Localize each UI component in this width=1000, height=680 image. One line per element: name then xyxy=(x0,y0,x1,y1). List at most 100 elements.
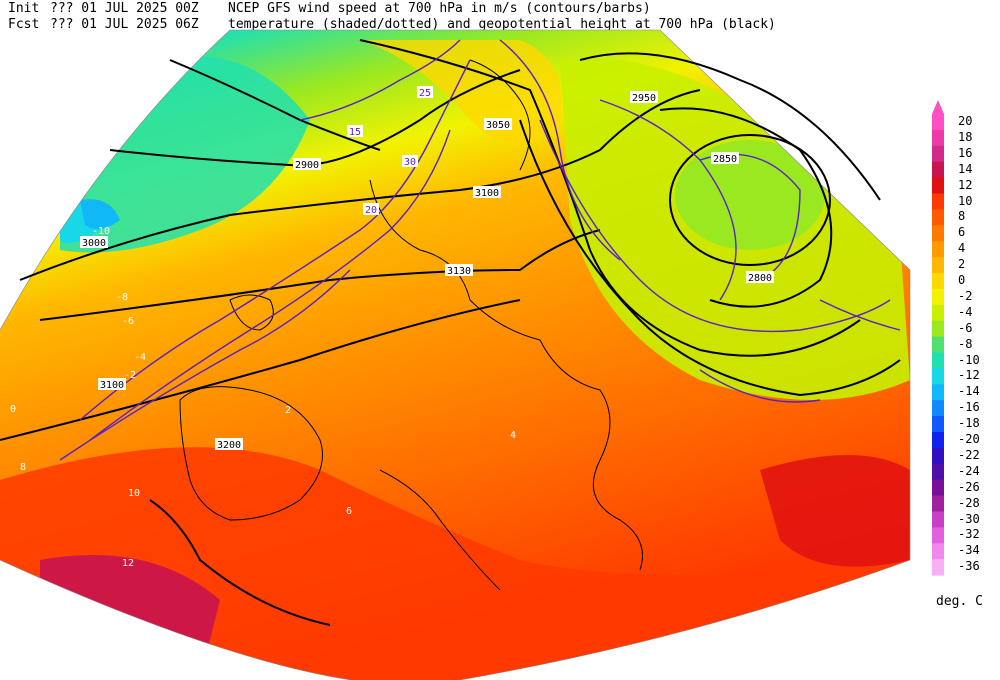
colorbar-label: 8 xyxy=(958,209,966,224)
title-line-1: NCEP GFS wind speed at 700 hPa in m/s (c… xyxy=(228,1,651,16)
colorbar-swatch xyxy=(932,177,944,194)
colorbar-label: -18 xyxy=(958,416,980,431)
colorbar-label: -24 xyxy=(958,463,980,478)
temp-label: 10 xyxy=(128,488,140,499)
colorbar-swatch xyxy=(932,209,944,226)
colorbar-swatch xyxy=(932,129,944,147)
wind-label: 20 xyxy=(365,205,377,216)
height-label: 3100 xyxy=(100,380,124,391)
colorbar-label: 6 xyxy=(958,225,966,240)
colorbar-swatch xyxy=(932,304,944,322)
temp-label: -10 xyxy=(92,226,110,237)
colorbar-label: -34 xyxy=(958,543,980,558)
colorbar-label: -30 xyxy=(958,511,980,526)
colorbar-swatch xyxy=(932,145,944,163)
colorbar-units: deg. C xyxy=(936,594,983,609)
colorbar-swatch xyxy=(932,511,944,528)
colorbar-label: 4 xyxy=(958,241,966,256)
colorbar-label: -36 xyxy=(958,559,980,574)
colorbar-swatches xyxy=(932,100,944,576)
temp-label: 8 xyxy=(20,462,26,473)
colorbar-swatch xyxy=(932,241,944,258)
colorbar-label: 2 xyxy=(958,257,966,272)
colorbar-label: -26 xyxy=(958,479,980,494)
colorbar-label: 18 xyxy=(958,129,973,144)
colorbar-label: 14 xyxy=(958,161,973,176)
height-label: 3100 xyxy=(475,188,499,199)
height-labels: 2900 2950 3000 3050 3100 3130 3200 2850 … xyxy=(80,91,774,451)
colorbar-label: 20 xyxy=(958,114,973,128)
colorbar-swatch xyxy=(932,400,944,417)
temp-label: -6 xyxy=(122,316,134,327)
colorbar-swatch xyxy=(932,288,944,306)
colorbar-swatch xyxy=(932,384,944,401)
colorbar-label: 0 xyxy=(958,273,966,287)
colorbar-label: 10 xyxy=(958,193,973,208)
colorbar-label: -8 xyxy=(958,336,973,351)
colorbar-label: -20 xyxy=(958,432,980,446)
weather-map: 2900 2950 3000 3050 3100 3130 3200 2850 … xyxy=(0,29,911,680)
temperature-labels: -10 -8 -6 -4 -2 0 2 4 6 8 10 12 xyxy=(10,226,516,569)
colorbar-swatch xyxy=(932,225,944,242)
colorbar-swatch xyxy=(932,463,944,481)
colorbar-swatch xyxy=(932,320,944,338)
temp-label: 0 xyxy=(10,404,16,415)
temp-label: -4 xyxy=(134,352,146,363)
colorbar-swatch xyxy=(932,479,944,497)
colorbar-label: -6 xyxy=(958,320,973,335)
colorbar-swatch xyxy=(932,495,944,512)
temp-label: 2 xyxy=(285,405,291,416)
temp-label: -2 xyxy=(124,370,136,381)
colorbar-label: -32 xyxy=(958,527,980,542)
colorbar-swatch xyxy=(932,352,944,369)
colorbar-label: -22 xyxy=(958,447,980,462)
height-label: 3000 xyxy=(82,238,106,249)
title-line-2: temperature (shaded/dotted) and geopoten… xyxy=(228,17,776,32)
colorbar-label: -10 xyxy=(958,352,980,367)
colorbar-label: -28 xyxy=(958,495,980,510)
fcst-label: Fcst xyxy=(8,17,40,32)
wind-label: 15 xyxy=(349,127,361,138)
colorbar-label: 16 xyxy=(958,145,973,160)
init-label: Init xyxy=(8,1,40,16)
coastlines xyxy=(179,59,643,591)
colorbar-swatch xyxy=(932,527,944,544)
fcst-time: ??? 01 JUL 2025 06Z xyxy=(50,17,199,32)
colorbar-label: -12 xyxy=(958,368,980,383)
colorbar-swatch xyxy=(932,193,944,210)
temperature-shading xyxy=(0,30,910,680)
geopotential-height-contours xyxy=(0,39,901,626)
height-label: 2850 xyxy=(713,154,737,165)
wind-labels: 15 20 25 30 xyxy=(347,86,433,216)
colorbar-swatch xyxy=(932,114,944,131)
colorbar-swatch xyxy=(932,273,944,290)
height-label: 2800 xyxy=(748,273,772,284)
colorbar-arrow xyxy=(932,100,944,114)
temp-label: 6 xyxy=(346,506,352,517)
colorbar-label: -4 xyxy=(958,304,973,319)
colorbar-label: 12 xyxy=(958,177,973,192)
colorbar: 20 18 16 14 12 10 8 6 4 2 0 -2 -4 -6 -8 -10 -12 -14 -16 -18… xyxy=(925,100,1000,580)
temp-label: -8 xyxy=(116,292,128,303)
colorbar-label: -16 xyxy=(958,400,980,415)
colorbar-label: -14 xyxy=(958,384,980,399)
height-label: 3200 xyxy=(217,440,241,451)
height-label: 2900 xyxy=(295,160,319,171)
colorbar-swatch xyxy=(932,447,944,465)
init-time: ??? 01 JUL 2025 00Z xyxy=(50,1,199,16)
colorbar-swatch xyxy=(932,416,944,433)
wind-label: 25 xyxy=(419,88,431,99)
colorbar-swatch xyxy=(932,257,944,274)
temp-label: 12 xyxy=(122,558,134,569)
chart-header: Init ??? 01 JUL 2025 00Z NCEP GFS wind s… xyxy=(0,0,1000,34)
height-label: 2950 xyxy=(632,93,656,104)
colorbar-swatch xyxy=(932,432,944,449)
colorbar-swatch xyxy=(932,336,944,353)
wind-label: 30 xyxy=(404,157,416,168)
colorbar-swatch xyxy=(932,368,944,385)
height-label: 3130 xyxy=(447,266,471,277)
colorbar-swatch xyxy=(932,543,944,560)
colorbar-swatch xyxy=(932,161,944,179)
height-label: 3050 xyxy=(486,120,510,131)
colorbar-swatch xyxy=(932,559,944,576)
